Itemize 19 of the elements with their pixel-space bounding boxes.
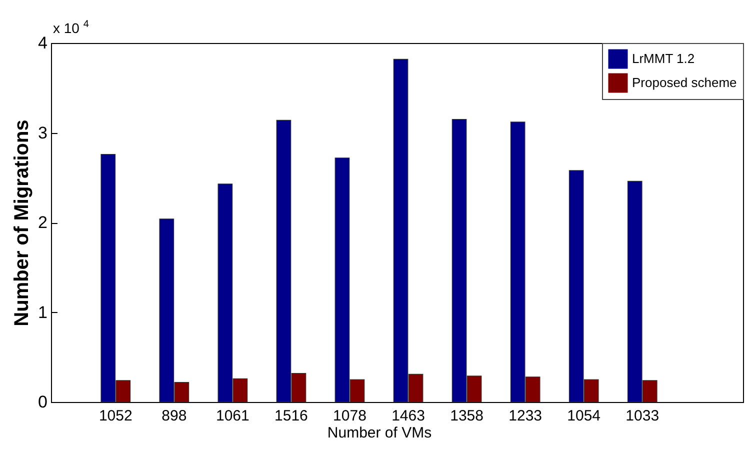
x-tick-label: 1054 [567,408,601,424]
x-tick-label: 1516 [274,408,308,424]
legend-label: LrMMT 1.2 [632,51,695,66]
x-axis-title: Number of VMs [327,424,432,442]
y-tick-label: 3 [38,123,48,142]
legend-label: Proposed scheme [632,75,737,90]
y-tick-label: 4 [38,34,48,52]
y-tick-label: 0 [38,392,48,412]
x-tick-label: 1033 [626,408,660,424]
y-tick-label: 2 [38,213,48,232]
x-tick-label: 1358 [450,408,484,424]
x-tick-label: 898 [162,408,187,424]
x-tick-label: 1078 [333,408,366,424]
y-axis-title: Number of Migrations [11,120,34,326]
x-tick-label: 1061 [216,408,250,424]
y-tick-label: 1 [38,302,48,322]
x-tick-label: 1233 [508,408,542,424]
x-tick-label: 1463 [392,408,425,424]
x-tick-label: 1052 [98,408,132,424]
